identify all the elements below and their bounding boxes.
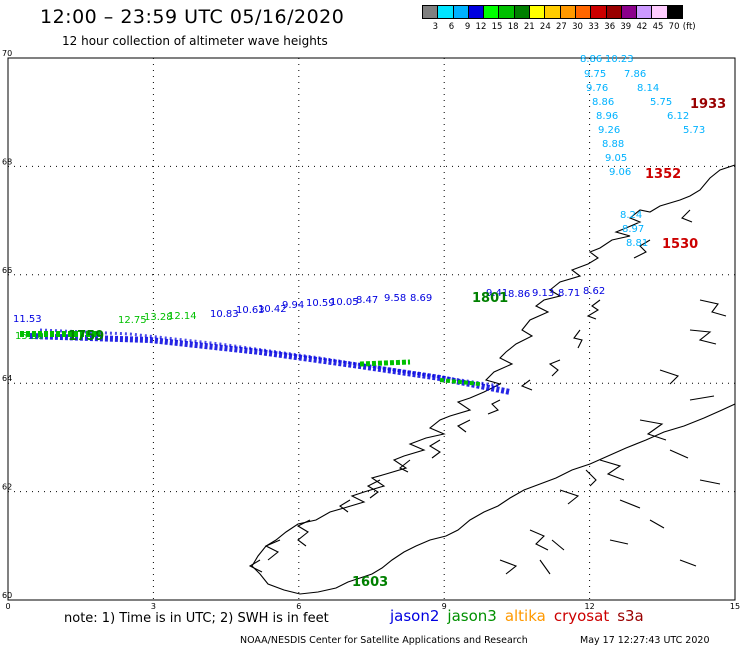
color-scale-labels: 3 6 9 12 15 18 21 24 27 30 33 36 39 42 45 70 (ft) (422, 22, 696, 32)
wave-height-label: 15.30 (15, 331, 44, 342)
wave-height-label: 7.86 (624, 69, 646, 80)
plot-frame (7, 57, 736, 601)
wave-height-label: 8.24 (620, 210, 642, 221)
wave-height-label: 8.97 (622, 224, 644, 235)
wave-height-label: 9.13 (532, 288, 554, 299)
wave-height-label: 8.71 (558, 288, 580, 299)
legend-label: 70 (668, 22, 680, 32)
wave-height-label: 11.53 (13, 314, 42, 325)
legend-label: 36 (604, 22, 616, 32)
track-time-label: 1352 (645, 167, 681, 182)
wave-height-label: 10.23 (605, 54, 634, 65)
legend-label: 18 (507, 22, 519, 32)
wave-height-label: 8.47 (356, 295, 378, 306)
wave-height-label: 8.88 (602, 139, 624, 150)
x-tick-label: 12 (585, 602, 595, 611)
satellite-name: altika (504, 607, 546, 625)
legend-label: 3 (432, 22, 439, 32)
y-tick-label: 68 (2, 157, 12, 166)
wave-height-label: 8.14 (637, 83, 659, 94)
wave-height-label: 9.94 (282, 300, 304, 311)
y-tick-label: 62 (2, 483, 12, 492)
legend-label: 9 (464, 22, 471, 32)
track-time-labels: 1933 1352 1530 1759 1603 1801 (68, 97, 726, 590)
credit-text: NOAA/NESDIS Center for Satellite Applica… (240, 635, 528, 646)
wave-height-labels: 8.86 10.239.75 7.869.76 8.148.86 5.758.96 6.1… (13, 54, 705, 342)
wave-height-label: 8.86 (592, 97, 614, 108)
wave-height-label: 9.75 (584, 69, 606, 80)
satellite-key: jason2 jason3 altika cryosat s3a (390, 607, 652, 625)
wave-height-label: 12.14 (168, 311, 197, 322)
track-time-label: 1759 (68, 329, 104, 344)
legend-label: 6 (448, 22, 455, 32)
wave-height-label: 8.96 (596, 111, 618, 122)
wave-height-label: 6.12 (667, 111, 689, 122)
timestamp-text: May 17 12:27:43 UTC 2020 (580, 635, 710, 646)
y-tick-label: 70 (2, 49, 12, 58)
wave-height-label: 5.73 (683, 125, 705, 136)
x-tick-label: 15 (730, 602, 740, 611)
legend-label: 33 (588, 22, 600, 32)
x-tick-label: 0 (5, 602, 10, 611)
legend-label: 42 (636, 22, 648, 32)
wave-height-label: 8.86 (508, 289, 530, 300)
map-subtitle: 12 hour collection of altimeter wave hei… (62, 34, 328, 48)
satellite-name: cryosat (553, 607, 610, 625)
grid-lines (8, 58, 735, 600)
y-tick-label: 64 (2, 374, 12, 383)
satellite-name: s3a (617, 607, 644, 625)
wave-height-label: 10.63 (236, 305, 265, 316)
wave-height-label: 9.76 (586, 83, 608, 94)
wave-height-label: 8.69 (410, 293, 432, 304)
wave-height-label: 9.06 (609, 167, 631, 178)
y-tick-label: 66 (2, 266, 12, 275)
satellite-name: jason3 (447, 607, 497, 625)
track-time-label: 1801 (472, 291, 508, 306)
legend-label: 27 (556, 22, 567, 32)
legend-label: 12 (475, 22, 487, 32)
wave-height-label: 9.05 (605, 153, 627, 164)
x-tick-label: 6 (296, 602, 301, 611)
legend-label: (ft) (682, 22, 696, 32)
wave-height-label: 9.58 (384, 293, 406, 304)
track-time-label: 1603 (352, 575, 388, 590)
satellite-name: jason2 (390, 607, 440, 625)
coastline (248, 164, 736, 595)
wave-height-label: 10.05 (330, 297, 359, 308)
wave-height-label: 8.62 (583, 286, 605, 297)
track-jason2 (29, 328, 511, 395)
wave-height-label: 10.42 (258, 304, 287, 315)
x-tick-label: 9 (442, 602, 447, 611)
legend-label: 21 (523, 22, 535, 32)
wave-height-label: 12.75 (118, 315, 147, 326)
x-tick-label: 3 (151, 602, 156, 611)
wave-height-label: 10.59 (306, 298, 335, 309)
wave-height-label: 8.86 (580, 54, 602, 65)
y-tick-label: 60 (2, 591, 12, 600)
legend-swatch (666, 5, 684, 19)
legend-label: 24 (539, 22, 551, 32)
track-jason3 (20, 331, 481, 386)
wave-height-label: 9.26 (598, 125, 620, 136)
map-title: 12:00 – 23:59 UTC 05/16/2020 (40, 6, 345, 28)
axis-ticks: 0 3 6 9 12 15 70 68 66 64 62 60 (2, 49, 740, 611)
legend-label: 45 (652, 22, 664, 32)
track-time-label: 1933 (690, 97, 726, 112)
legend-label: 15 (491, 22, 503, 32)
footer-note: note: 1) Time is in UTC; 2) SWH is in fe… (64, 611, 329, 626)
wave-height-label: 10.83 (210, 309, 239, 320)
color-scale-legend (422, 5, 684, 19)
track-time-label: 1530 (662, 237, 698, 252)
legend-label: 39 (620, 22, 632, 32)
wave-height-label: 13.28 (144, 312, 173, 323)
wave-height-label: 9.41 (486, 288, 508, 299)
wave-height-label: 8.81 (626, 238, 648, 249)
wave-height-label: 5.75 (650, 97, 672, 108)
legend-label: 30 (572, 22, 583, 32)
